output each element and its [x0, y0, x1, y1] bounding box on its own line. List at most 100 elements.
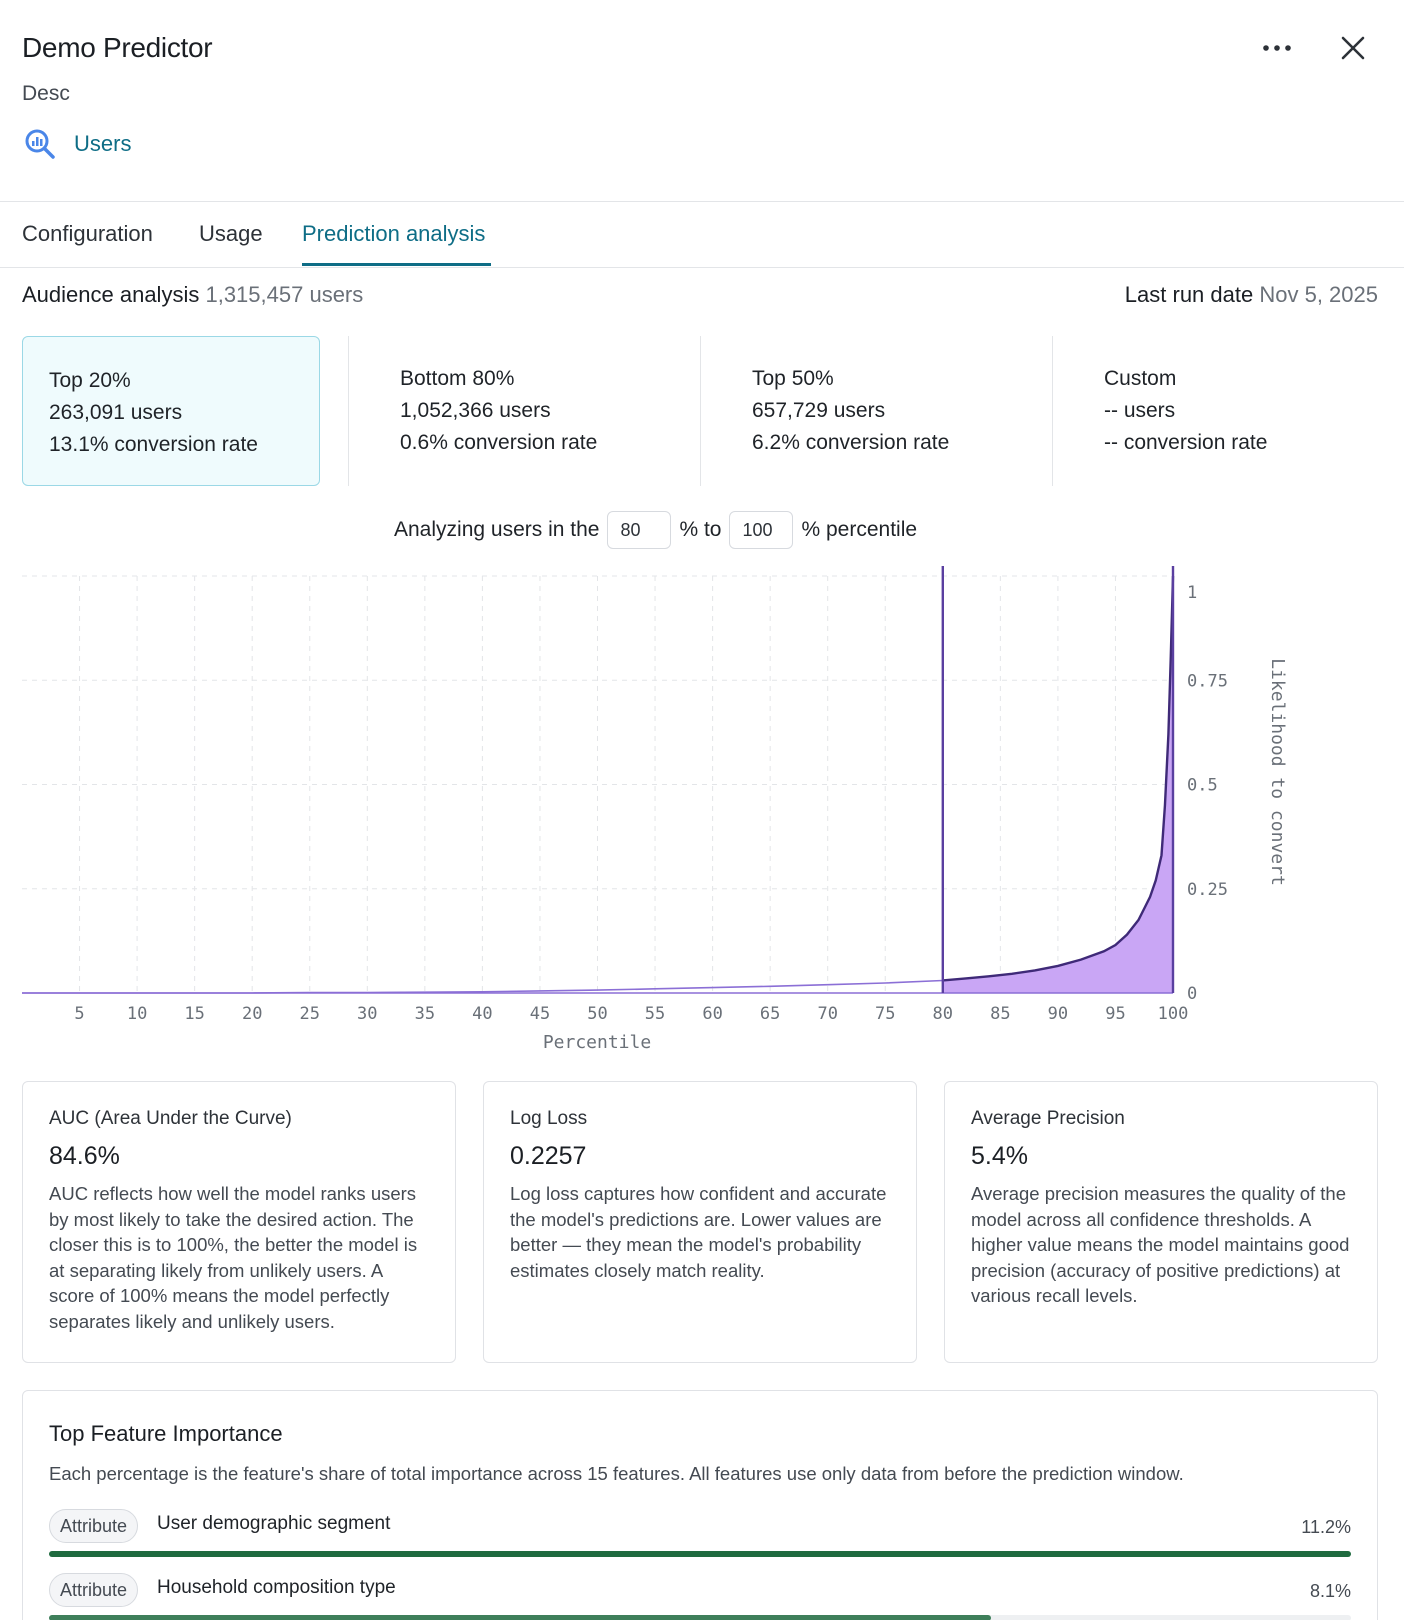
tab-bar: Configuration Usage Prediction analysis — [0, 203, 1404, 268]
tab-usage[interactable]: Usage — [199, 221, 263, 246]
range-to-input[interactable] — [729, 511, 794, 549]
segment-top-20[interactable]: Top 20% 263,091 users 13.1% conversion r… — [22, 336, 320, 486]
feature-bar-track — [49, 1551, 1351, 1557]
x-tick-label: 25 — [300, 1004, 320, 1024]
feature-bar-fill — [49, 1615, 991, 1620]
segment-name: Custom — [1104, 367, 1177, 390]
likelihood-chart: 5 10 15 20 25 30 35 40 45 50 55 60 65 70 75 80 85 90 95 100… — [0, 566, 1404, 1066]
close-icon — [1341, 36, 1365, 65]
feature-percentage: 11.2% — [1301, 1517, 1351, 1537]
x-tick-label: 15 — [184, 1004, 204, 1024]
model-metrics: AUC (Area Under the Curve) 84.6% AUC ref… — [22, 1081, 1378, 1363]
segment-users: 1,052,366 users — [400, 399, 551, 422]
segment-custom[interactable]: Custom -- users -- conversion rate — [1052, 336, 1378, 486]
likelihood-chart-svg: 5 10 15 20 25 30 35 40 45 50 55 60 65 70 75 80 85 90 95 100… — [22, 566, 1288, 1053]
audience-count: 1,315,457 users — [205, 282, 364, 307]
feature-row: Attribute Household composition type 8.1… — [49, 1573, 1351, 1620]
audience-summary: Audience analysis 1,315,457 users — [22, 282, 363, 308]
feature-row: Attribute User demographic segment 11.2% — [49, 1509, 1351, 1559]
metric-card-auc: AUC (Area Under the Curve) 84.6% AUC ref… — [22, 1081, 456, 1363]
x-tick-label: 60 — [702, 1004, 722, 1024]
feature-importance-description: Each percentage is the feature's share o… — [49, 1463, 1184, 1484]
segment-divider — [1052, 336, 1053, 486]
segment-name: Top 20% — [49, 369, 131, 392]
metric-title: Log Loss — [510, 1108, 588, 1129]
segment-divider — [348, 336, 349, 486]
y-tick-label: 0.25 — [1187, 880, 1228, 900]
feature-importance-title: Top Feature Importance — [49, 1421, 283, 1446]
range-prefix: Analyzing users in the — [394, 518, 600, 541]
x-tick-label: 10 — [127, 1004, 147, 1024]
feature-type-badge: Attribute — [49, 1509, 139, 1543]
likelihood-line-high — [942, 575, 1175, 982]
x-tick-label: 65 — [760, 1004, 780, 1024]
segment-rate: 13.1% conversion rate — [49, 433, 258, 456]
feature-percentage: 8.1% — [1309, 1581, 1351, 1601]
x-tick-label: 70 — [817, 1004, 837, 1024]
tab-configuration[interactable]: Configuration — [22, 221, 153, 246]
x-tick-label: 50 — [587, 1004, 607, 1024]
metric-card-log-loss: Log Loss 0.2257 Log loss captures how co… — [483, 1081, 917, 1363]
metric-description: Log loss captures how confident and accu… — [510, 1183, 887, 1281]
range-middle: % to — [679, 518, 722, 541]
metric-value: 84.6% — [49, 1142, 120, 1170]
x-tick-label: 40 — [472, 1004, 492, 1024]
more-horizontal-icon — [1262, 39, 1292, 57]
metric-card-average-precision: Average Precision 5.4% Average precision… — [944, 1081, 1378, 1363]
last-run-date: Last run date Nov 5, 2025 — [1125, 282, 1378, 308]
x-tick-label: 75 — [875, 1004, 895, 1024]
y-axis-label: Likelihood to convert — [1267, 658, 1288, 886]
active-tab-indicator — [302, 263, 491, 266]
feature-bar-track — [49, 1615, 1351, 1620]
range-suffix: % percentile — [801, 518, 918, 541]
page-description: Desc — [22, 82, 70, 105]
feature-type-badge: Attribute — [49, 1573, 139, 1607]
feature-name: Household composition type — [157, 1577, 396, 1598]
range-from-input[interactable] — [607, 511, 672, 549]
segment-users: 263,091 users — [49, 401, 183, 424]
close-button[interactable] — [1333, 30, 1373, 70]
segment-top-50[interactable]: Top 50% 657,729 users 6.2% conversion ra… — [700, 336, 1052, 486]
x-tick-label: 20 — [242, 1004, 262, 1024]
x-tick-label: 90 — [1048, 1004, 1068, 1024]
x-tick-label: 85 — [990, 1004, 1010, 1024]
percentile-range: Analyzing users in the % to % percentile — [394, 510, 917, 550]
highlight-area — [942, 576, 1173, 993]
y-tick-label: 0 — [1187, 984, 1197, 1004]
segment-name: Top 50% — [752, 367, 834, 390]
x-tick-label: 100 — [1158, 1004, 1189, 1024]
panel-header: Demo Predictor Desc Users — [0, 0, 1404, 202]
x-tick-label: 55 — [645, 1004, 665, 1024]
x-tick-label: 35 — [415, 1004, 435, 1024]
segment-rate: -- conversion rate — [1104, 431, 1268, 454]
source-link[interactable]: Users — [22, 126, 131, 162]
x-tick-label: 45 — [530, 1004, 550, 1024]
segment-users: 657,729 users — [752, 399, 886, 422]
y-tick-label: 0.75 — [1187, 671, 1228, 691]
segment-divider — [700, 336, 701, 486]
search-analytics-icon — [22, 126, 58, 162]
metric-description: Average precision measures the quality o… — [971, 1183, 1350, 1306]
x-tick-label: 95 — [1105, 1004, 1125, 1024]
feature-importance-card: Top Feature Importance Each percentage i… — [22, 1390, 1378, 1620]
x-tick-label: 5 — [74, 1004, 84, 1024]
x-tick-label: 80 — [933, 1004, 953, 1024]
source-label: Users — [74, 131, 132, 156]
segment-selector: Top 20% 263,091 users 13.1% conversion r… — [22, 336, 1378, 486]
feature-name: User demographic segment — [157, 1513, 391, 1534]
feature-bar-fill — [49, 1551, 1351, 1557]
tab-prediction-analysis[interactable]: Prediction analysis — [302, 221, 486, 246]
page-title: Demo Predictor — [22, 32, 213, 63]
last-run-label: Last run date — [1124, 282, 1254, 307]
segment-bottom-80[interactable]: Bottom 80% 1,052,366 users 0.6% conversi… — [348, 336, 700, 486]
audience-label: Audience analysis — [22, 282, 200, 307]
metric-title: AUC (Area Under the Curve) — [49, 1108, 292, 1129]
metric-value: 5.4% — [971, 1142, 1028, 1170]
segment-rate: 6.2% conversion rate — [752, 431, 950, 454]
segment-name: Bottom 80% — [400, 367, 515, 390]
segment-users: -- users — [1104, 399, 1176, 422]
x-axis-label: Percentile — [543, 1032, 651, 1053]
metric-title: Average Precision — [971, 1108, 1125, 1129]
more-options-button[interactable] — [1255, 30, 1299, 66]
y-tick-label: 0.5 — [1187, 776, 1218, 796]
